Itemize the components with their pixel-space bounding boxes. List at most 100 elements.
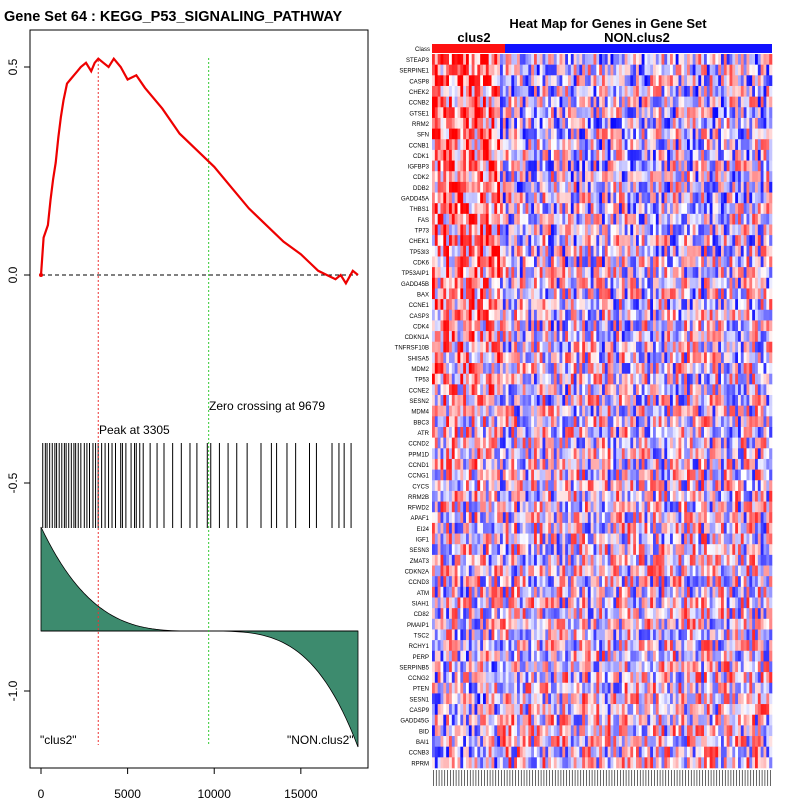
heat-cell (460, 181, 464, 193)
heat-cell (740, 54, 744, 65)
heat-cell (763, 235, 767, 247)
heat-cell (706, 416, 710, 428)
heat-cell (755, 469, 759, 481)
heat-cell (718, 171, 722, 183)
heat-cell (553, 181, 557, 193)
heat-cell (536, 64, 540, 76)
heat-cell (641, 448, 645, 460)
heat-cell (658, 437, 662, 449)
heat-cell (616, 405, 620, 417)
heat-cell (556, 341, 560, 353)
heat-cell (766, 213, 770, 225)
heat-cell (434, 341, 438, 353)
heat-cell (721, 352, 725, 364)
heat-cell (514, 267, 518, 279)
heat-cell (718, 160, 722, 172)
heat-cell (675, 203, 679, 215)
heat-cell (757, 341, 761, 353)
heat-cell (695, 331, 699, 343)
heat-cell (726, 373, 730, 385)
heat-cell (437, 85, 441, 97)
heat-cell (619, 469, 623, 481)
heat-cell (627, 299, 631, 311)
heat-cell (604, 181, 608, 193)
heat-cell (621, 395, 625, 406)
heat-cell (670, 107, 674, 119)
heat-cell (466, 213, 470, 225)
heat-cell (723, 192, 727, 204)
heat-cell (582, 107, 586, 119)
heat-cell (655, 181, 659, 193)
heat-cell (539, 277, 543, 289)
heat-cell (718, 458, 722, 470)
heat-cell (539, 203, 543, 215)
heat-cell (624, 363, 628, 374)
heat-cell (528, 469, 532, 481)
heat-cell (449, 107, 453, 119)
heat-cell (664, 128, 668, 140)
heat-cell (723, 437, 727, 449)
heat-cell (446, 117, 450, 129)
heat-cell (437, 373, 441, 385)
heat-cell (647, 341, 651, 353)
heat-cell (726, 352, 730, 364)
heat-cell (746, 181, 750, 193)
heat-cell (740, 426, 744, 438)
heat-cell (638, 458, 642, 470)
heat-cell (619, 448, 623, 460)
heat-cell (712, 96, 716, 108)
heat-cell (596, 426, 600, 438)
heat-cell (451, 203, 455, 215)
heat-cell (443, 96, 447, 108)
heat-cell (621, 54, 625, 65)
heat-cell (769, 352, 773, 364)
heat-cell (621, 299, 625, 311)
heat-cell (658, 171, 662, 183)
heat-cell (468, 320, 472, 332)
heat-cell (582, 458, 586, 470)
heat-cell (545, 128, 549, 140)
heat-cell (752, 341, 756, 353)
heat-cell (664, 480, 668, 492)
heat-cell (664, 395, 668, 406)
heat-cell (460, 192, 464, 204)
heat-cell (755, 352, 759, 364)
heat-cell (729, 235, 733, 247)
heat-cell (616, 85, 620, 97)
heat-cell (610, 352, 614, 364)
heat-cell (548, 320, 552, 332)
heat-cell (545, 54, 549, 65)
heat-cell (590, 149, 594, 161)
heat-cell (514, 320, 518, 332)
heat-cell (738, 288, 742, 300)
heat-cell (743, 405, 747, 417)
heat-cell (570, 107, 574, 119)
heat-cell (542, 448, 546, 460)
heat-cell (553, 128, 557, 140)
heat-cell (664, 458, 668, 470)
heat-cell (698, 85, 702, 97)
heat-cell (590, 299, 594, 311)
heat-cell (752, 96, 756, 108)
heat-cell (706, 331, 710, 343)
heat-cell (593, 75, 597, 87)
heat-cell (528, 426, 532, 438)
heat-cell (672, 384, 676, 396)
heat-cell (752, 277, 756, 289)
heat-cell (769, 277, 773, 289)
heat-cell (706, 373, 710, 385)
heat-cell (604, 128, 608, 140)
heat-cell (505, 288, 509, 300)
heat-cell (446, 224, 450, 236)
heat-cell (488, 96, 492, 108)
heat-cell (451, 128, 455, 140)
heat-cell (522, 107, 526, 119)
heat-cell (621, 139, 625, 151)
heat-cell (511, 224, 515, 236)
heat-cell (582, 480, 586, 492)
heat-cell (721, 469, 725, 481)
heat-cell (536, 267, 540, 279)
heat-cell (723, 107, 727, 119)
heat-cell (463, 373, 467, 385)
heat-cell (726, 267, 730, 279)
